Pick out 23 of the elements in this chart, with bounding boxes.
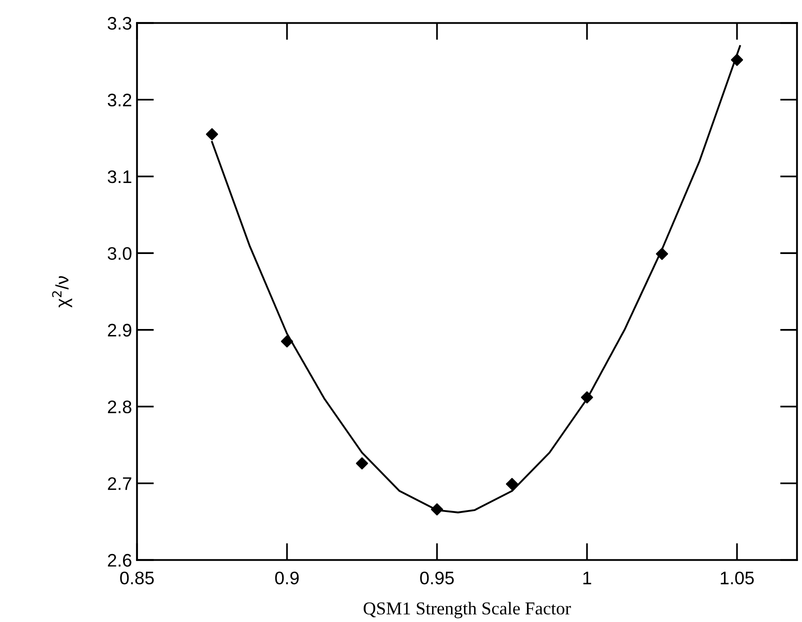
point bbox=[356, 457, 368, 470]
x-axis-title: QSM1 Strength Scale Factor bbox=[364, 602, 571, 618]
point bbox=[280, 335, 294, 348]
x-tick-label: 0.95 bbox=[420, 572, 454, 584]
point bbox=[430, 503, 444, 516]
point bbox=[580, 391, 594, 404]
point bbox=[506, 478, 518, 490]
x-tick-label: 0.85 bbox=[120, 572, 154, 584]
y-tick-label: 2.9 bbox=[108, 324, 132, 337]
y-axis-title: χ$^{2}$/ν bbox=[52, 276, 72, 308]
point bbox=[656, 248, 668, 260]
y-tick-label: 2.6 bbox=[108, 554, 132, 567]
y-tick-label: 3.0 bbox=[108, 247, 132, 260]
y-tick-label: 2.8 bbox=[108, 400, 132, 414]
y-tick-label: 3.3 bbox=[108, 16, 132, 30]
y-tick-label: 3.1 bbox=[108, 170, 132, 184]
point bbox=[730, 54, 744, 66]
point bbox=[206, 128, 218, 140]
x-tick-label: 1.05 bbox=[720, 572, 754, 584]
x-tick-label: 0.9 bbox=[275, 572, 299, 584]
y-tick-label: 3.2 bbox=[108, 94, 132, 106]
x-tick-label: 1 bbox=[583, 572, 592, 584]
y-tick-label: 2.7 bbox=[108, 477, 132, 490]
